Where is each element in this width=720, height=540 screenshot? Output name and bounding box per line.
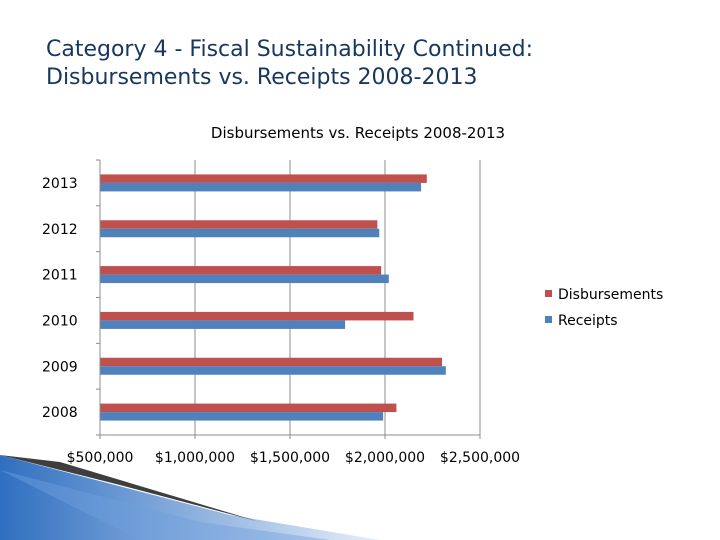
bar-disbursements-2012 bbox=[100, 220, 378, 229]
bar-disbursements-2010 bbox=[100, 311, 414, 321]
y-tick-label-2008: 2008 bbox=[42, 405, 78, 421]
x-tick-label: $500,000 bbox=[67, 450, 134, 466]
y-tick-label-2009: 2009 bbox=[42, 359, 78, 375]
x-tick-labels: $500,000 $1,000,000 $1,500,000 $2,000,000 $2… bbox=[67, 450, 520, 466]
bar-receipts-2010 bbox=[100, 320, 346, 329]
bar-receipts-2011 bbox=[100, 274, 389, 284]
legend: Disbursements Receipts bbox=[545, 287, 663, 329]
legend-label-receipts: Receipts bbox=[558, 313, 618, 329]
decoration-accent bbox=[0, 470, 330, 540]
y-tick-label-2011: 2011 bbox=[42, 268, 78, 284]
slide-title-line-1: Category 4 - Fiscal Sustainability Conti… bbox=[46, 37, 533, 62]
bar-receipts-2009 bbox=[100, 366, 446, 375]
bar-disbursements-2008 bbox=[100, 403, 397, 413]
y-tick-label-2012: 2012 bbox=[42, 222, 78, 238]
x-tick-label: $1,500,000 bbox=[250, 450, 330, 466]
bar-receipts-2008 bbox=[100, 412, 384, 421]
axes bbox=[96, 159, 481, 439]
x-tick-label: $1,000,000 bbox=[155, 450, 235, 466]
bar-disbursements-2009 bbox=[100, 357, 442, 367]
decoration-swoosh bbox=[0, 455, 380, 540]
legend-swatch-receipts bbox=[545, 316, 552, 323]
bar-disbursements-2013 bbox=[100, 174, 427, 183]
bar-receipts-2013 bbox=[100, 182, 422, 192]
slide-title-line-2: Disbursements vs. Receipts 2008-2013 bbox=[46, 65, 478, 90]
x-tick-label: $2,500,000 bbox=[440, 450, 520, 466]
grid-lines bbox=[194, 160, 481, 435]
slide-title: Category 4 - Fiscal Sustainability Conti… bbox=[46, 36, 686, 92]
y-tick-labels: 2008 2009 2010 2011 2012 2013 bbox=[42, 176, 78, 421]
legend-label-disbursements: Disbursements bbox=[558, 287, 663, 303]
legend-swatch-disbursements bbox=[545, 290, 552, 297]
bar-receipts-2012 bbox=[100, 228, 380, 238]
y-tick-label-2010: 2010 bbox=[42, 313, 78, 329]
slide-decoration bbox=[0, 455, 380, 540]
bar-disbursements-2011 bbox=[100, 266, 382, 275]
bars bbox=[100, 174, 446, 421]
y-tick-label-2013: 2013 bbox=[42, 176, 78, 192]
chart-title: Disbursements vs. Receipts 2008-2013 bbox=[211, 124, 505, 142]
x-tick-label: $2,000,000 bbox=[345, 450, 425, 466]
